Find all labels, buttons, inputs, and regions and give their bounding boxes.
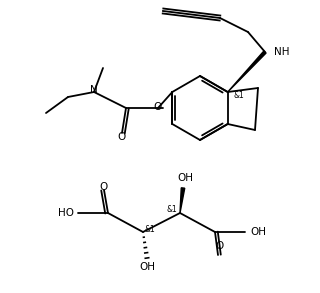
Text: O: O	[118, 132, 126, 142]
Text: OH: OH	[139, 262, 155, 272]
Text: HO: HO	[58, 208, 74, 218]
Text: NH: NH	[274, 47, 290, 57]
Text: OH: OH	[250, 227, 266, 237]
Text: O: O	[215, 241, 223, 251]
Text: &1: &1	[145, 224, 156, 234]
Text: &1: &1	[233, 91, 244, 100]
Text: O: O	[100, 182, 108, 192]
Polygon shape	[228, 51, 266, 92]
Text: &1: &1	[167, 205, 177, 214]
Text: OH: OH	[177, 173, 193, 183]
Text: O: O	[154, 102, 162, 112]
Polygon shape	[180, 188, 185, 213]
Text: N: N	[90, 85, 98, 95]
